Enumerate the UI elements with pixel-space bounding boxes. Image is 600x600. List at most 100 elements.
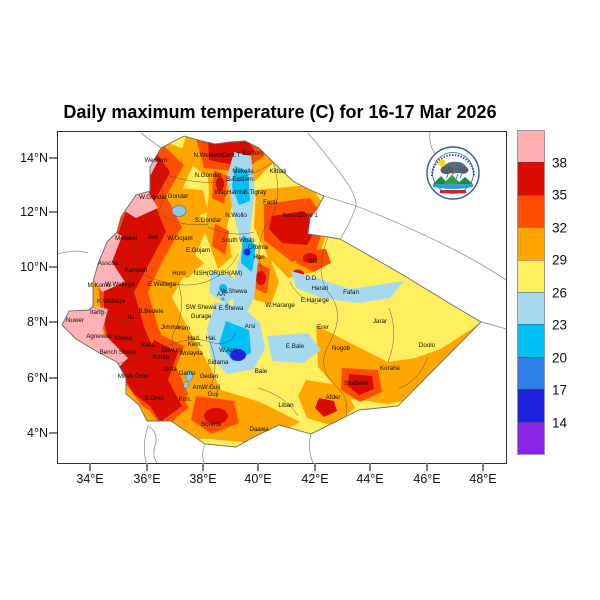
zone-label-nsh-or-sh-am-: NSH(OR)SH(AM) [194,270,242,277]
zone-label-mirab-omo: Mirab Omo [118,373,149,380]
temperature-field [62,136,481,447]
y-axis-tick-label: 14°N [20,151,48,165]
zone-label-e-gojam: E.Gojam [186,247,210,254]
colorbar-cell [518,162,544,195]
zone-label-kon-: Kon. [179,396,192,403]
zone-label-ilu: Ilu [128,314,135,321]
temperature-colorbar [517,130,545,455]
zone-label-shabelle: Shabelle [344,380,369,387]
zone-label-d-d: D.D [306,275,317,282]
zone-label-awi: Awi [148,234,158,241]
zone-label-afder: Afder [326,394,341,401]
zone-label-horo: Horo [172,270,186,277]
colorbar-value: 38 [552,155,568,170]
zone-label-fanti: Fanti [263,199,277,206]
zone-label-n-wollo: N.Wollo [225,212,247,219]
zone-label-sidama: Sidama [208,359,230,366]
zone-label-e-bale: E.Bale [286,343,305,350]
y-axis-tick [49,266,57,268]
x-axis-tick [202,463,204,471]
sun-icon [438,159,446,167]
zone-label-gurage: Gurage [191,313,212,320]
zone-label-w-wellega: W.Wellega [105,281,135,288]
x-axis-tick-label: 42°E [301,472,329,486]
colorbar-value: 35 [552,187,568,203]
zone-label-yem: Yem [178,325,190,332]
x-axis-tick [89,463,91,471]
zone-label-daawa: Daawa [249,426,269,433]
zone-label-agnewak: Agnewak [86,333,112,340]
x-axis-tick [369,463,371,471]
zone-label-nuwer: Nuwer [66,317,84,324]
zone-label-b-bedele: B.Bedele [138,308,164,315]
zone-label-s-tigray: S.Tigray [244,189,268,196]
colorbar-value: 17 [552,382,568,398]
zone-label-kamash: Kamash [125,267,148,274]
colorbar-value: 20 [552,350,568,365]
zone-label-konta: Konta [153,354,170,361]
sun-rays-icon [434,155,448,164]
zone-label-w-shewa: W.Shewa [221,288,248,295]
colorbar-value: 32 [552,220,568,235]
zone-label-siti: Siti [309,258,318,265]
zone-label-metekel: Metekel [115,235,137,242]
zone-label-itang: Itang [90,309,104,316]
zone-label-gofa: Gofa [163,366,177,373]
y-axis-tick-label: 8°N [27,315,48,329]
zone-label-south-wollo: South Wollo [221,237,255,244]
zone-label-w-gondar: W.Gondar [139,194,167,201]
zone-boundaries [92,161,429,423]
zone-label-mekelle: Mekelle [232,168,254,175]
zone-label-nogob: Nogob [332,345,351,352]
lakes [171,205,229,389]
zone-label-hal-: Hal. [205,335,216,342]
zone-label-s-omo: S.Omo [144,395,164,402]
zone-label-n-western: N.Western [193,152,223,159]
zone-label-m-komo: M.Komo [87,282,111,289]
zone-label-kem-: Kem. [188,341,203,348]
y-axis-tick [49,211,57,213]
colorbar-cell [518,389,544,422]
y-axis-tick-label: 4°N [27,426,48,440]
zone-label-cent-t: Cent.T [222,152,241,159]
zone-label-wolayita: Wolayita [179,350,203,357]
zone-label-korahe: Korahe [380,365,401,372]
colorbar-cell [518,131,544,163]
zone-label-w-hararge: W.Hararge [265,302,295,309]
colorbar-cell [518,194,544,228]
zone-label-w-gojam: W.Gojam [167,235,192,242]
colorbar-cell [518,324,544,357]
zone-label-arsi: Arsi [245,323,256,330]
x-axis-tick-label: 40°E [244,472,272,486]
colorbar-cell [518,356,544,390]
colorbar-cell [518,421,544,455]
x-axis-tick-label: 36°E [133,472,161,486]
zone-label-harari: Harari [312,285,329,292]
zone-label-gondar: Gondar [168,193,189,200]
x-axis-tick-label: 34°E [76,472,104,486]
x-axis-tick-label: 38°E [189,472,217,486]
meteorology-institute-logo [425,146,481,202]
water-icon [433,184,473,189]
zone-label-s-gondar: S.Gondar [195,217,221,224]
colorbar-cell [518,292,544,325]
zone-label-fafan: Fafan [343,289,359,296]
zone-label-n-gondar: N.Gondar [195,172,222,179]
x-axis-tick [426,463,428,471]
zone-label-e-wellega: E.Wellega [148,281,177,288]
logo-emblem [426,146,480,200]
zone-label-eastern: Eastern [242,150,264,157]
zone-label-guji: Guji [207,391,218,398]
y-axis-tick-label: 12°N [20,205,48,219]
zone-labels-layer: Western N.Western Cent.T Eastern Kilbati N.Go… [66,150,436,433]
zone-label-borena: Borena [201,421,222,428]
zone-label-waghamra: WagHamra [214,189,246,196]
zone-label-had-: Had. [187,335,200,342]
y-axis-tick [49,432,57,434]
rain-icon [446,172,463,180]
zone-label-e-shewa: E.Shewa [219,305,244,312]
zone-label-w-arsi: W.Arsi [219,347,237,354]
zone-label-jarar: Jarar [373,318,387,325]
y-axis-tick-label: 10°N [20,260,48,274]
